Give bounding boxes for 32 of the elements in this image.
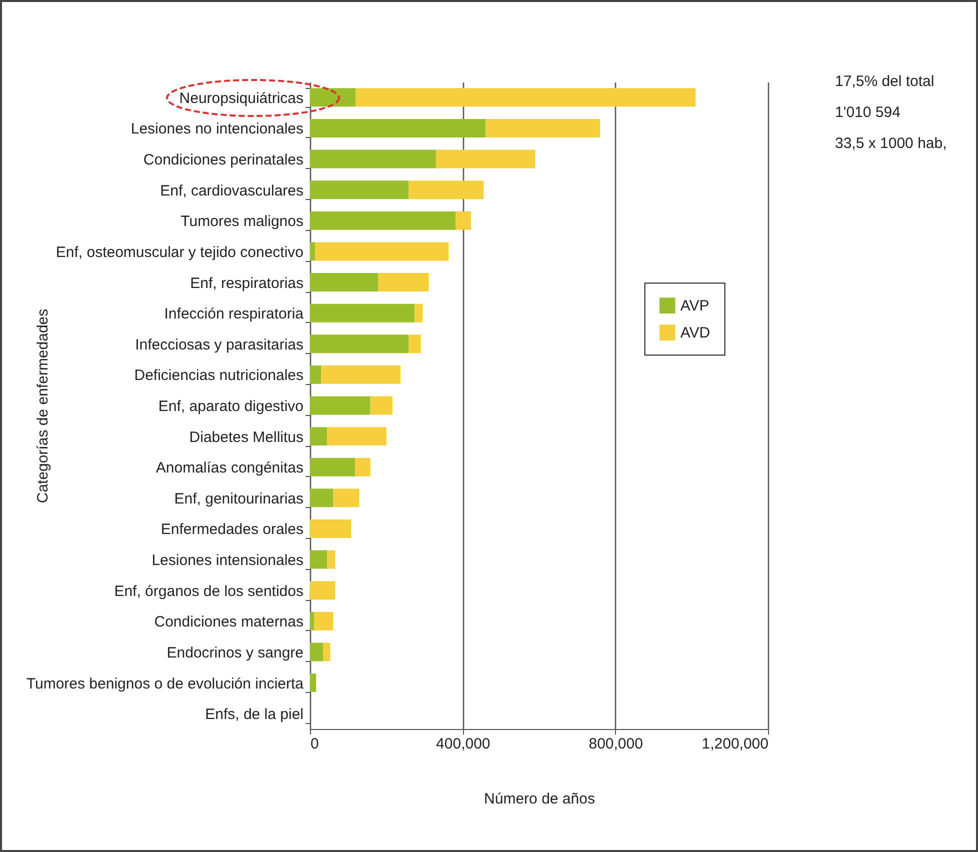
y-tick-label: Tumores benignos o de evolución incierta: [26, 675, 304, 692]
y-tick-label: Infecciosas y parasitarias: [135, 336, 304, 354]
y-tick-label: Diabetes Mellitus: [189, 428, 304, 446]
y-tick-label: Anomalías congénitas: [156, 460, 304, 477]
y-tick-label: Lesiones no intencionales: [130, 120, 304, 138]
y-tick-label: Enf, órganos de los sentidos: [114, 582, 304, 600]
text: 33,5 x 1000 hab,: [835, 134, 947, 154]
x-axis-title: Número de años: [484, 790, 595, 808]
y-tick-label: Enf, osteomuscular y tejido conectivo: [56, 244, 304, 261]
x-tick-label: 1,200,000: [702, 736, 768, 752]
y-tick-label: Lesiones intensionales: [152, 552, 304, 570]
y-tick-label: Tumores malignos: [180, 213, 304, 230]
legend-label: AVD: [680, 324, 710, 342]
text: 1'010 594: [835, 103, 902, 123]
y-axis-title: Categorías de enfermedades: [34, 308, 52, 504]
y-tick-label: Condiciones perinatales: [143, 152, 304, 169]
y-tick-label: Endocrinos y sangre: [166, 644, 304, 662]
y-tick-label: Enf, cardiovasculares: [160, 182, 304, 200]
y-tick-label: Condiciones maternas: [154, 614, 304, 631]
y-tick-label: Enf, respiratorias: [190, 274, 304, 292]
y-tick-label: Enfs, de la piel: [205, 706, 304, 724]
y-tick-label: Neuropsiquiátricas: [179, 90, 304, 107]
x-tick-label: 400,000: [436, 736, 490, 752]
x-tick-label: 800,000: [588, 736, 643, 752]
y-tick-label: Enf, genitourinarias: [174, 490, 304, 508]
y-tick-label: Infección respiratoria: [164, 306, 304, 323]
y-tick-label: Enf, aparato digestivo: [158, 398, 304, 415]
y-tick-label: Deficiencias nutricionales: [134, 367, 304, 384]
legend-label: AVP: [680, 298, 710, 315]
y-tick-label: Enfermedades orales: [160, 521, 304, 538]
x-tick-label: 0: [310, 736, 319, 752]
text: 17,5% del total: [835, 72, 936, 92]
